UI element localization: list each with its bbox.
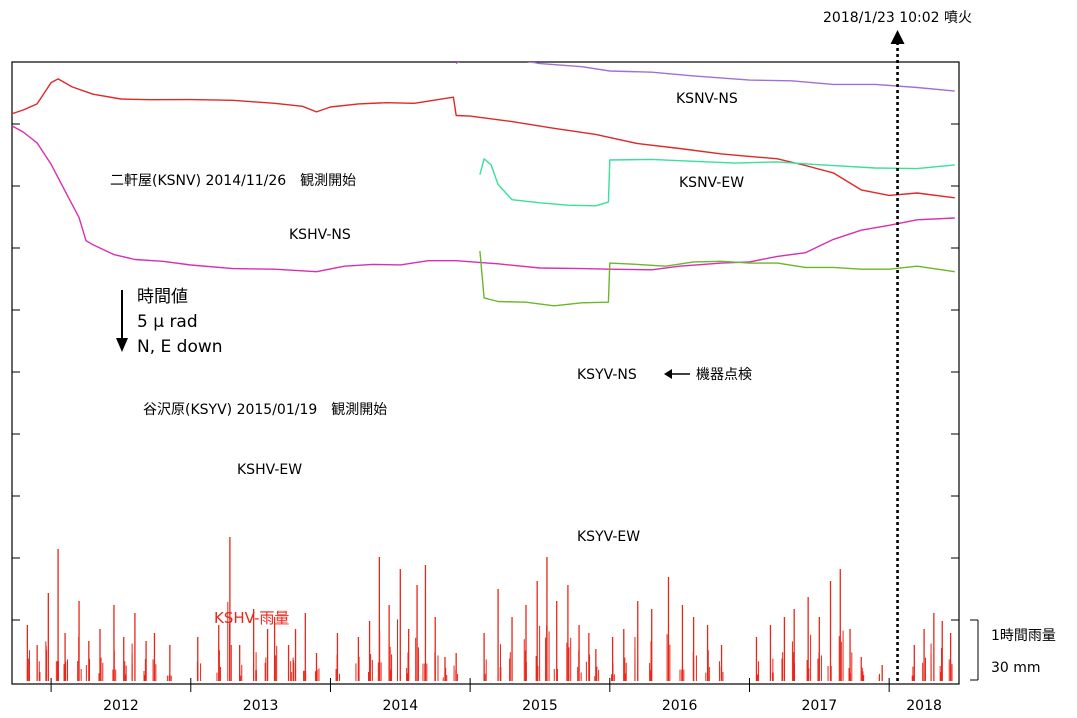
series-label-ksnv-ew: KSNV-EW <box>679 175 744 191</box>
scale-arrow-icon <box>116 290 128 352</box>
scale-value: 5 μ rad <box>137 312 198 332</box>
annotation-ksyv-start: 谷沢原(KSYV) 2015/01/19 観測開始 <box>143 401 387 418</box>
scale-title: 時間値 <box>137 287 188 307</box>
series-line <box>526 62 955 92</box>
rain-scale-bracket <box>970 619 979 681</box>
series-label-ksyv-ew: KSYV-EW <box>577 529 640 545</box>
y-tick-marks <box>12 123 959 621</box>
eruption-arrowhead <box>890 30 905 44</box>
x-tick-label: 2016 <box>662 698 698 714</box>
series-label-ksyv-ns: KSYV-NS <box>577 367 637 383</box>
plot-frame <box>11 61 960 685</box>
annotation-maintenance: 機器点検 <box>696 367 752 383</box>
series-line <box>479 250 955 307</box>
series-label-kshv-rain: KSHV-雨量 <box>214 609 289 627</box>
series-line <box>479 158 955 207</box>
rain-axis-title: 1時間雨量 <box>991 628 1056 644</box>
scale-direction: N, E down <box>137 337 223 357</box>
x-tick-label: 2013 <box>243 698 279 714</box>
x-tick-label: 2014 <box>382 698 418 714</box>
x-tick-label: 2012 <box>103 698 139 714</box>
annotation-ksnv-start: 二軒屋(KSNV) 2014/11/26 観測開始 <box>110 172 356 189</box>
maintenance-arrow-icon <box>664 369 690 379</box>
series-label-kshv-ew: KSHV-EW <box>237 462 302 478</box>
x-tick-label: 2015 <box>522 698 558 714</box>
rain-axis-scale: 30 mm <box>991 660 1041 676</box>
tilt-series-lines <box>12 62 955 307</box>
x-year-boundaries <box>50 678 890 692</box>
series-label-kshv-ns: KSHV-NS <box>289 227 351 243</box>
x-tick-label: 2018 <box>906 698 942 714</box>
x-tick-labels: 2012 2013 2014 2015 2016 2017 2018 <box>103 698 942 714</box>
x-tick-label: 2017 <box>802 698 838 714</box>
series-label-ksnv-ns: KSNV-NS <box>676 91 738 107</box>
series-line <box>12 78 955 199</box>
eruption-label: 2018/1/23 10:02 噴火 <box>823 10 972 26</box>
rainfall-bars <box>26 537 953 681</box>
series-line <box>12 125 955 273</box>
